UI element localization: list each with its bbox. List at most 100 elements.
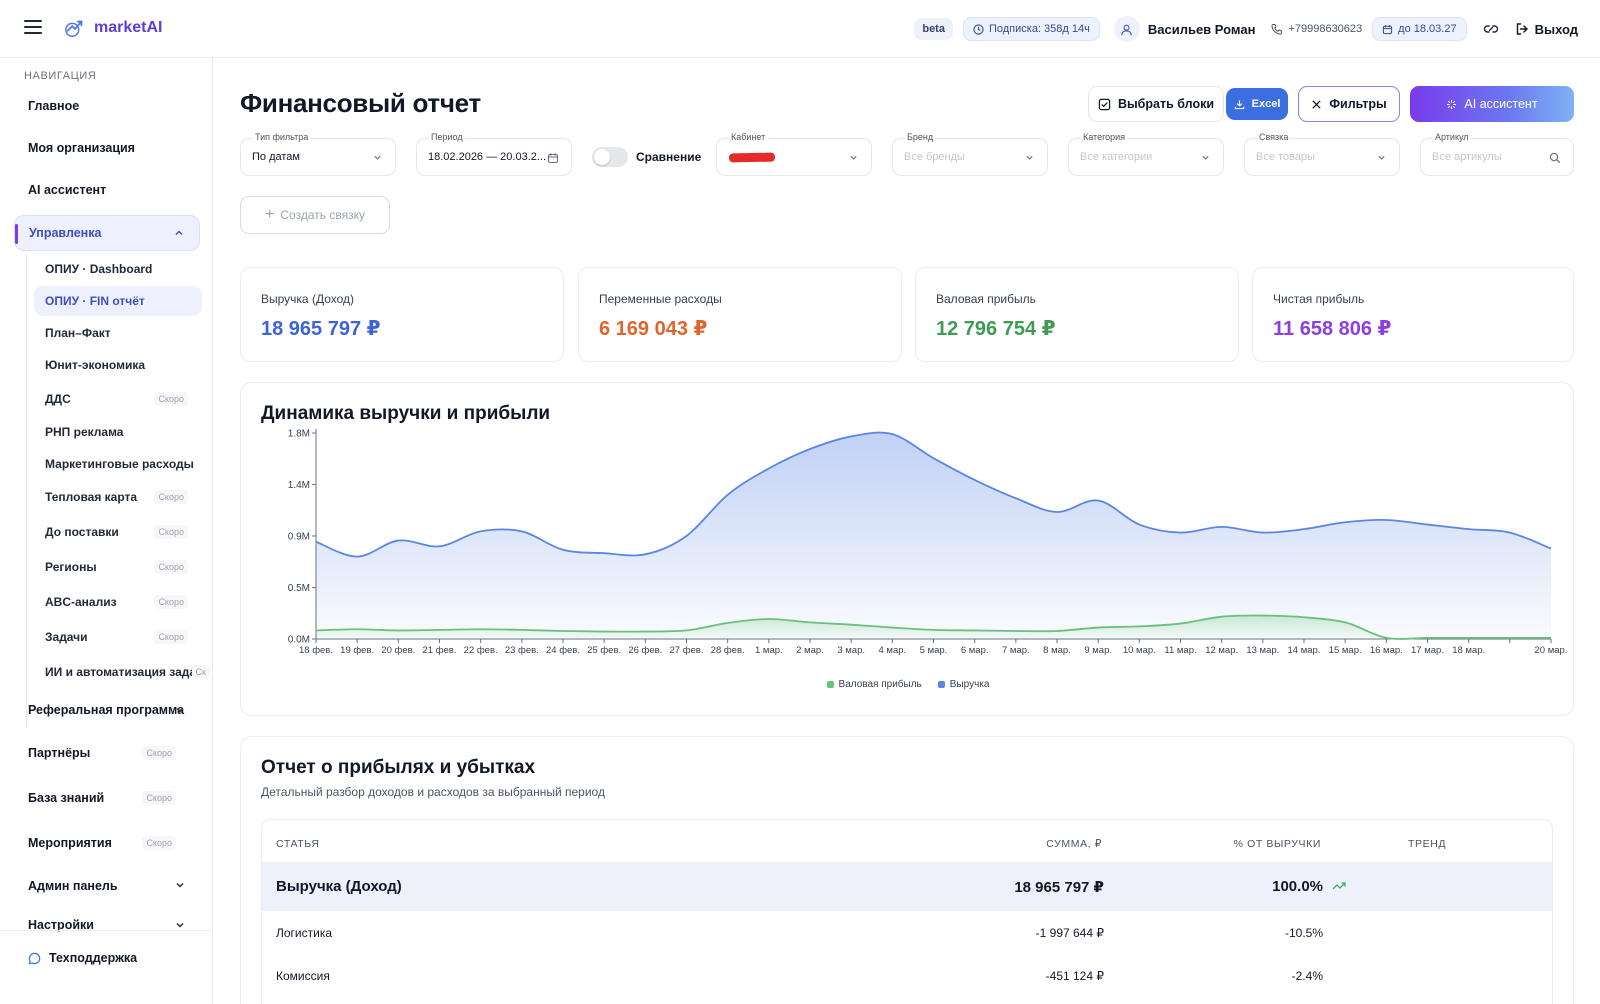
- sidebar-subitem-unit-economics[interactable]: Юнит-экономика: [34, 350, 202, 380]
- sidebar-item-organization[interactable]: Моя организация: [14, 130, 200, 166]
- logo-icon: [65, 20, 83, 37]
- table-row[interactable]: Комиссия -451 124 ₽ -2.4%: [262, 954, 1552, 997]
- period-picker[interactable]: Период 18.02.2026 — 20.03.2...: [416, 132, 572, 176]
- sidebar-item-settings[interactable]: Настройки: [14, 910, 200, 940]
- legend-label: Валовая прибыль: [838, 679, 922, 690]
- beta-badge: beta: [914, 18, 953, 40]
- logout-button[interactable]: Выход: [1515, 22, 1578, 37]
- chevron-down-icon: [1026, 155, 1033, 160]
- cabinet-select[interactable]: Кабинет: [716, 132, 872, 176]
- x-tick-label: 8 мар.: [1043, 645, 1071, 656]
- x-tick-label: 22 фев.: [464, 645, 498, 656]
- subscription-until-badge[interactable]: до 18.03.27: [1372, 17, 1467, 41]
- sidebar-subitem-before-supply[interactable]: До поставки Скоро: [34, 517, 202, 547]
- row-name: Логистика: [276, 926, 333, 940]
- revenue-profit-chart-card: Динамика выручки и прибыли 0.0M 0.5M 0.9M 1…: [240, 382, 1574, 716]
- x-tick-label: 2 мар.: [796, 645, 824, 656]
- x-tick-label: 19 фев.: [340, 645, 374, 656]
- x-tick-label: 17 мар.: [1411, 645, 1444, 656]
- sidebar-subitem-ai-automation[interactable]: ИИ и автоматизация задач Ск: [34, 657, 210, 687]
- bundle-placeholder: Все товары: [1256, 151, 1315, 163]
- soon-badge: Скоро: [142, 836, 176, 850]
- sidebar-subitem-dds[interactable]: ДДС Скоро: [34, 384, 202, 414]
- subscription-badge[interactable]: Подписка: 358д 14ч: [962, 17, 1100, 41]
- filters-button[interactable]: Фильтры: [1298, 86, 1400, 122]
- x-tick-label: 3 мар.: [837, 645, 865, 656]
- support-label: Техподдержка: [49, 951, 138, 965]
- x-tick-label: 13 мар.: [1246, 645, 1279, 656]
- sidebar-item-ai-assistant[interactable]: AI ассистент: [14, 172, 200, 208]
- close-icon: [1312, 99, 1321, 109]
- table-row[interactable]: Логистика -1 997 644 ₽ -10.5%: [262, 911, 1552, 954]
- sidebar-subitem-plan-fact[interactable]: План–Факт: [34, 318, 202, 348]
- compare-toggle[interactable]: [592, 147, 628, 167]
- chevron-down-icon: [850, 155, 857, 160]
- sidebar-subitem-regions[interactable]: Регионы Скоро: [34, 552, 202, 582]
- soon-badge: Скоро: [154, 630, 188, 644]
- sidebar-item-referral[interactable]: Реферальная программа: [14, 692, 200, 728]
- calendar-icon: [1383, 24, 1393, 34]
- excel-button[interactable]: Excel: [1226, 88, 1288, 120]
- legend-item-gross-profit[interactable]: Валовая прибыль: [826, 679, 922, 690]
- bundle-select[interactable]: Связка Все товары: [1244, 132, 1400, 176]
- x-tick-label: 16 мар.: [1370, 645, 1403, 656]
- chevron-down-icon: [1202, 155, 1209, 160]
- brand-logo[interactable]: marketAI: [64, 17, 162, 39]
- sidebar-item-admin[interactable]: Админ панель: [14, 868, 200, 904]
- period-label: Период: [429, 132, 465, 142]
- sidebar-subitem-marketing[interactable]: Маркетинговые расходы: [34, 449, 202, 479]
- sidebar-subitem-heatmap[interactable]: Тепловая карта Скоро: [34, 482, 202, 512]
- soon-badge: Скоро: [154, 392, 188, 406]
- user-profile[interactable]: Васильев Роман: [1113, 16, 1255, 42]
- table-row[interactable]: Выручка (Доход) 18 965 797 ₽ 100.0%: [262, 862, 1552, 911]
- kpi-value: 11 658 806 ₽: [1273, 318, 1392, 340]
- brand-placeholder: Все бренды: [904, 151, 965, 163]
- soon-badge: Ск: [191, 665, 210, 679]
- sidebar-item-events[interactable]: Мероприятия Скоро: [14, 825, 200, 861]
- sku-search[interactable]: Артикул Все артикулы: [1420, 132, 1574, 176]
- select-blocks-button[interactable]: Выбрать блоки: [1088, 86, 1224, 122]
- subitem-label: До поставки: [45, 525, 119, 539]
- sidebar-subitem-rnp-ads[interactable]: РНП реклама: [34, 417, 202, 447]
- pnl-table: СТАТЬЯ СУММА, ₽ % ОТ ВЫРУЧКИ ТРЕНД Выруч…: [261, 819, 1553, 1004]
- cabinet-label: Кабинет: [729, 132, 768, 142]
- sidebar-item-label: Настройки: [28, 918, 94, 932]
- kpi-value: 6 169 043 ₽: [599, 318, 708, 340]
- column-header-item: СТАТЬЯ: [276, 838, 320, 850]
- sidebar-item-management[interactable]: Управленка: [14, 215, 200, 251]
- sidebar-subitem-opiu-fin[interactable]: ОПИУ · FIN отчёт: [34, 286, 202, 316]
- page-title: Финансовый отчет: [240, 88, 481, 118]
- bundle-label: Связка: [1257, 132, 1291, 142]
- link-icon[interactable]: [1477, 16, 1505, 42]
- column-header-sum: СУММА, ₽: [1046, 838, 1102, 850]
- logout-label: Выход: [1534, 21, 1578, 37]
- legend-item-revenue[interactable]: Выручка: [937, 679, 989, 690]
- x-tick-label: 20 мар.: [1535, 645, 1568, 656]
- checkbox-icon: [1098, 98, 1111, 110]
- submenu-line: [26, 254, 27, 728]
- sidebar-subitem-abc[interactable]: ABC-анализ Скоро: [34, 587, 202, 617]
- sidebar-item-knowledge-base[interactable]: База знаний Скоро: [14, 780, 200, 816]
- trend-up-icon: [1332, 882, 1346, 890]
- support-link[interactable]: Техподдержка: [28, 951, 137, 965]
- user-icon: [1113, 16, 1140, 42]
- subitem-label: ИИ и автоматизация задач: [45, 665, 203, 679]
- sidebar-subitem-opiu-dashboard[interactable]: ОПИУ · Dashboard: [34, 254, 202, 284]
- x-tick-label: 26 фев.: [628, 645, 662, 656]
- logout-icon: [1516, 23, 1528, 35]
- until-text: до 18.03.27: [1398, 23, 1457, 35]
- ai-assistant-button[interactable]: AI ассистент: [1410, 86, 1574, 122]
- menu-icon[interactable]: [24, 20, 42, 34]
- sidebar-item-label: Моя организация: [28, 141, 135, 155]
- filter-type-label: Тип фильтра: [253, 132, 311, 142]
- brand-select[interactable]: Бренд Все бренды: [892, 132, 1048, 176]
- sidebar-item-main[interactable]: Главное: [14, 88, 200, 124]
- filter-type-select[interactable]: Тип фильтра По датам: [240, 132, 396, 176]
- x-tick-label: 18 фев.: [299, 645, 333, 656]
- category-select[interactable]: Категория Все категории: [1068, 132, 1224, 176]
- category-placeholder: Все категории: [1080, 151, 1153, 163]
- subitem-label: Маркетинговые расходы: [45, 457, 194, 471]
- sidebar-item-partners[interactable]: Партнёры Скоро: [14, 735, 200, 771]
- sidebar-subitem-tasks[interactable]: Задачи Скоро: [34, 622, 202, 652]
- create-bundle-button[interactable]: + Создать связку: [240, 196, 390, 234]
